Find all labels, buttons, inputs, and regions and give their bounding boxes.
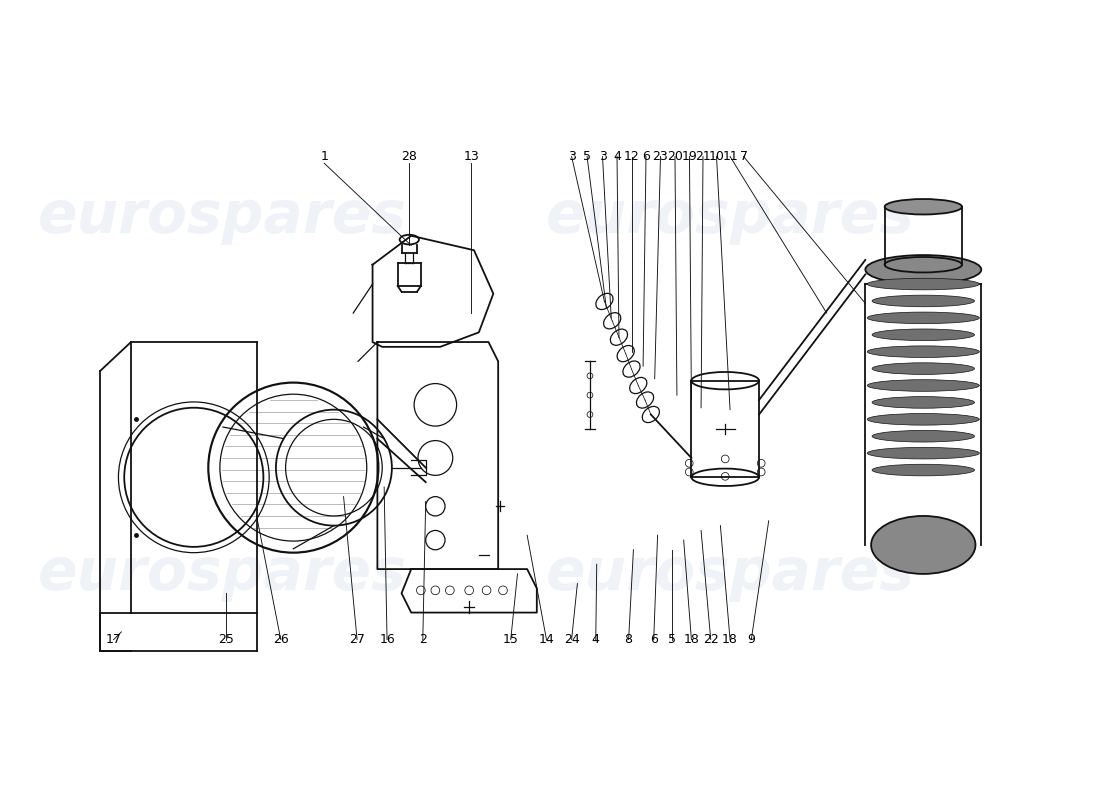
Text: 19: 19 xyxy=(682,150,697,163)
Text: 3: 3 xyxy=(568,150,575,163)
Text: 9: 9 xyxy=(747,633,756,646)
Ellipse shape xyxy=(884,199,962,214)
Ellipse shape xyxy=(867,380,979,391)
Text: 18: 18 xyxy=(722,633,738,646)
Text: 20: 20 xyxy=(667,150,683,163)
Text: 4: 4 xyxy=(592,633,600,646)
Ellipse shape xyxy=(872,363,975,374)
Text: 3: 3 xyxy=(598,150,606,163)
Text: 24: 24 xyxy=(563,633,580,646)
Text: eurospares: eurospares xyxy=(39,546,407,602)
Text: 1: 1 xyxy=(320,150,328,163)
Ellipse shape xyxy=(866,255,981,284)
Text: 11: 11 xyxy=(723,150,738,163)
Text: 10: 10 xyxy=(708,150,725,163)
Text: 12: 12 xyxy=(624,150,639,163)
Text: 5: 5 xyxy=(583,150,591,163)
Ellipse shape xyxy=(867,346,979,358)
Text: 21: 21 xyxy=(695,150,711,163)
Ellipse shape xyxy=(867,278,979,290)
Text: 26: 26 xyxy=(273,633,288,646)
Text: 28: 28 xyxy=(402,150,417,163)
Text: eurospares: eurospares xyxy=(546,188,914,245)
Text: 7: 7 xyxy=(739,150,748,163)
Ellipse shape xyxy=(867,312,979,324)
Text: 27: 27 xyxy=(349,633,365,646)
Text: 23: 23 xyxy=(652,150,669,163)
Ellipse shape xyxy=(872,397,975,408)
Ellipse shape xyxy=(871,516,976,574)
Text: 5: 5 xyxy=(668,633,676,646)
Text: 6: 6 xyxy=(650,633,658,646)
Text: eurospares: eurospares xyxy=(39,188,407,245)
Ellipse shape xyxy=(872,430,975,442)
Text: 4: 4 xyxy=(613,150,620,163)
Ellipse shape xyxy=(872,295,975,306)
Text: 18: 18 xyxy=(683,633,700,646)
Text: 2: 2 xyxy=(419,633,427,646)
Ellipse shape xyxy=(872,329,975,341)
Text: 14: 14 xyxy=(539,633,554,646)
Text: eurospares: eurospares xyxy=(546,546,914,602)
Text: 6: 6 xyxy=(642,150,650,163)
Ellipse shape xyxy=(867,447,979,459)
Text: 22: 22 xyxy=(703,633,718,646)
Ellipse shape xyxy=(867,414,979,425)
Text: 16: 16 xyxy=(379,633,395,646)
Text: 25: 25 xyxy=(218,633,233,646)
Text: 17: 17 xyxy=(106,633,121,646)
Text: 15: 15 xyxy=(503,633,519,646)
Text: 8: 8 xyxy=(625,633,632,646)
Text: 13: 13 xyxy=(463,150,478,163)
Ellipse shape xyxy=(872,464,975,476)
